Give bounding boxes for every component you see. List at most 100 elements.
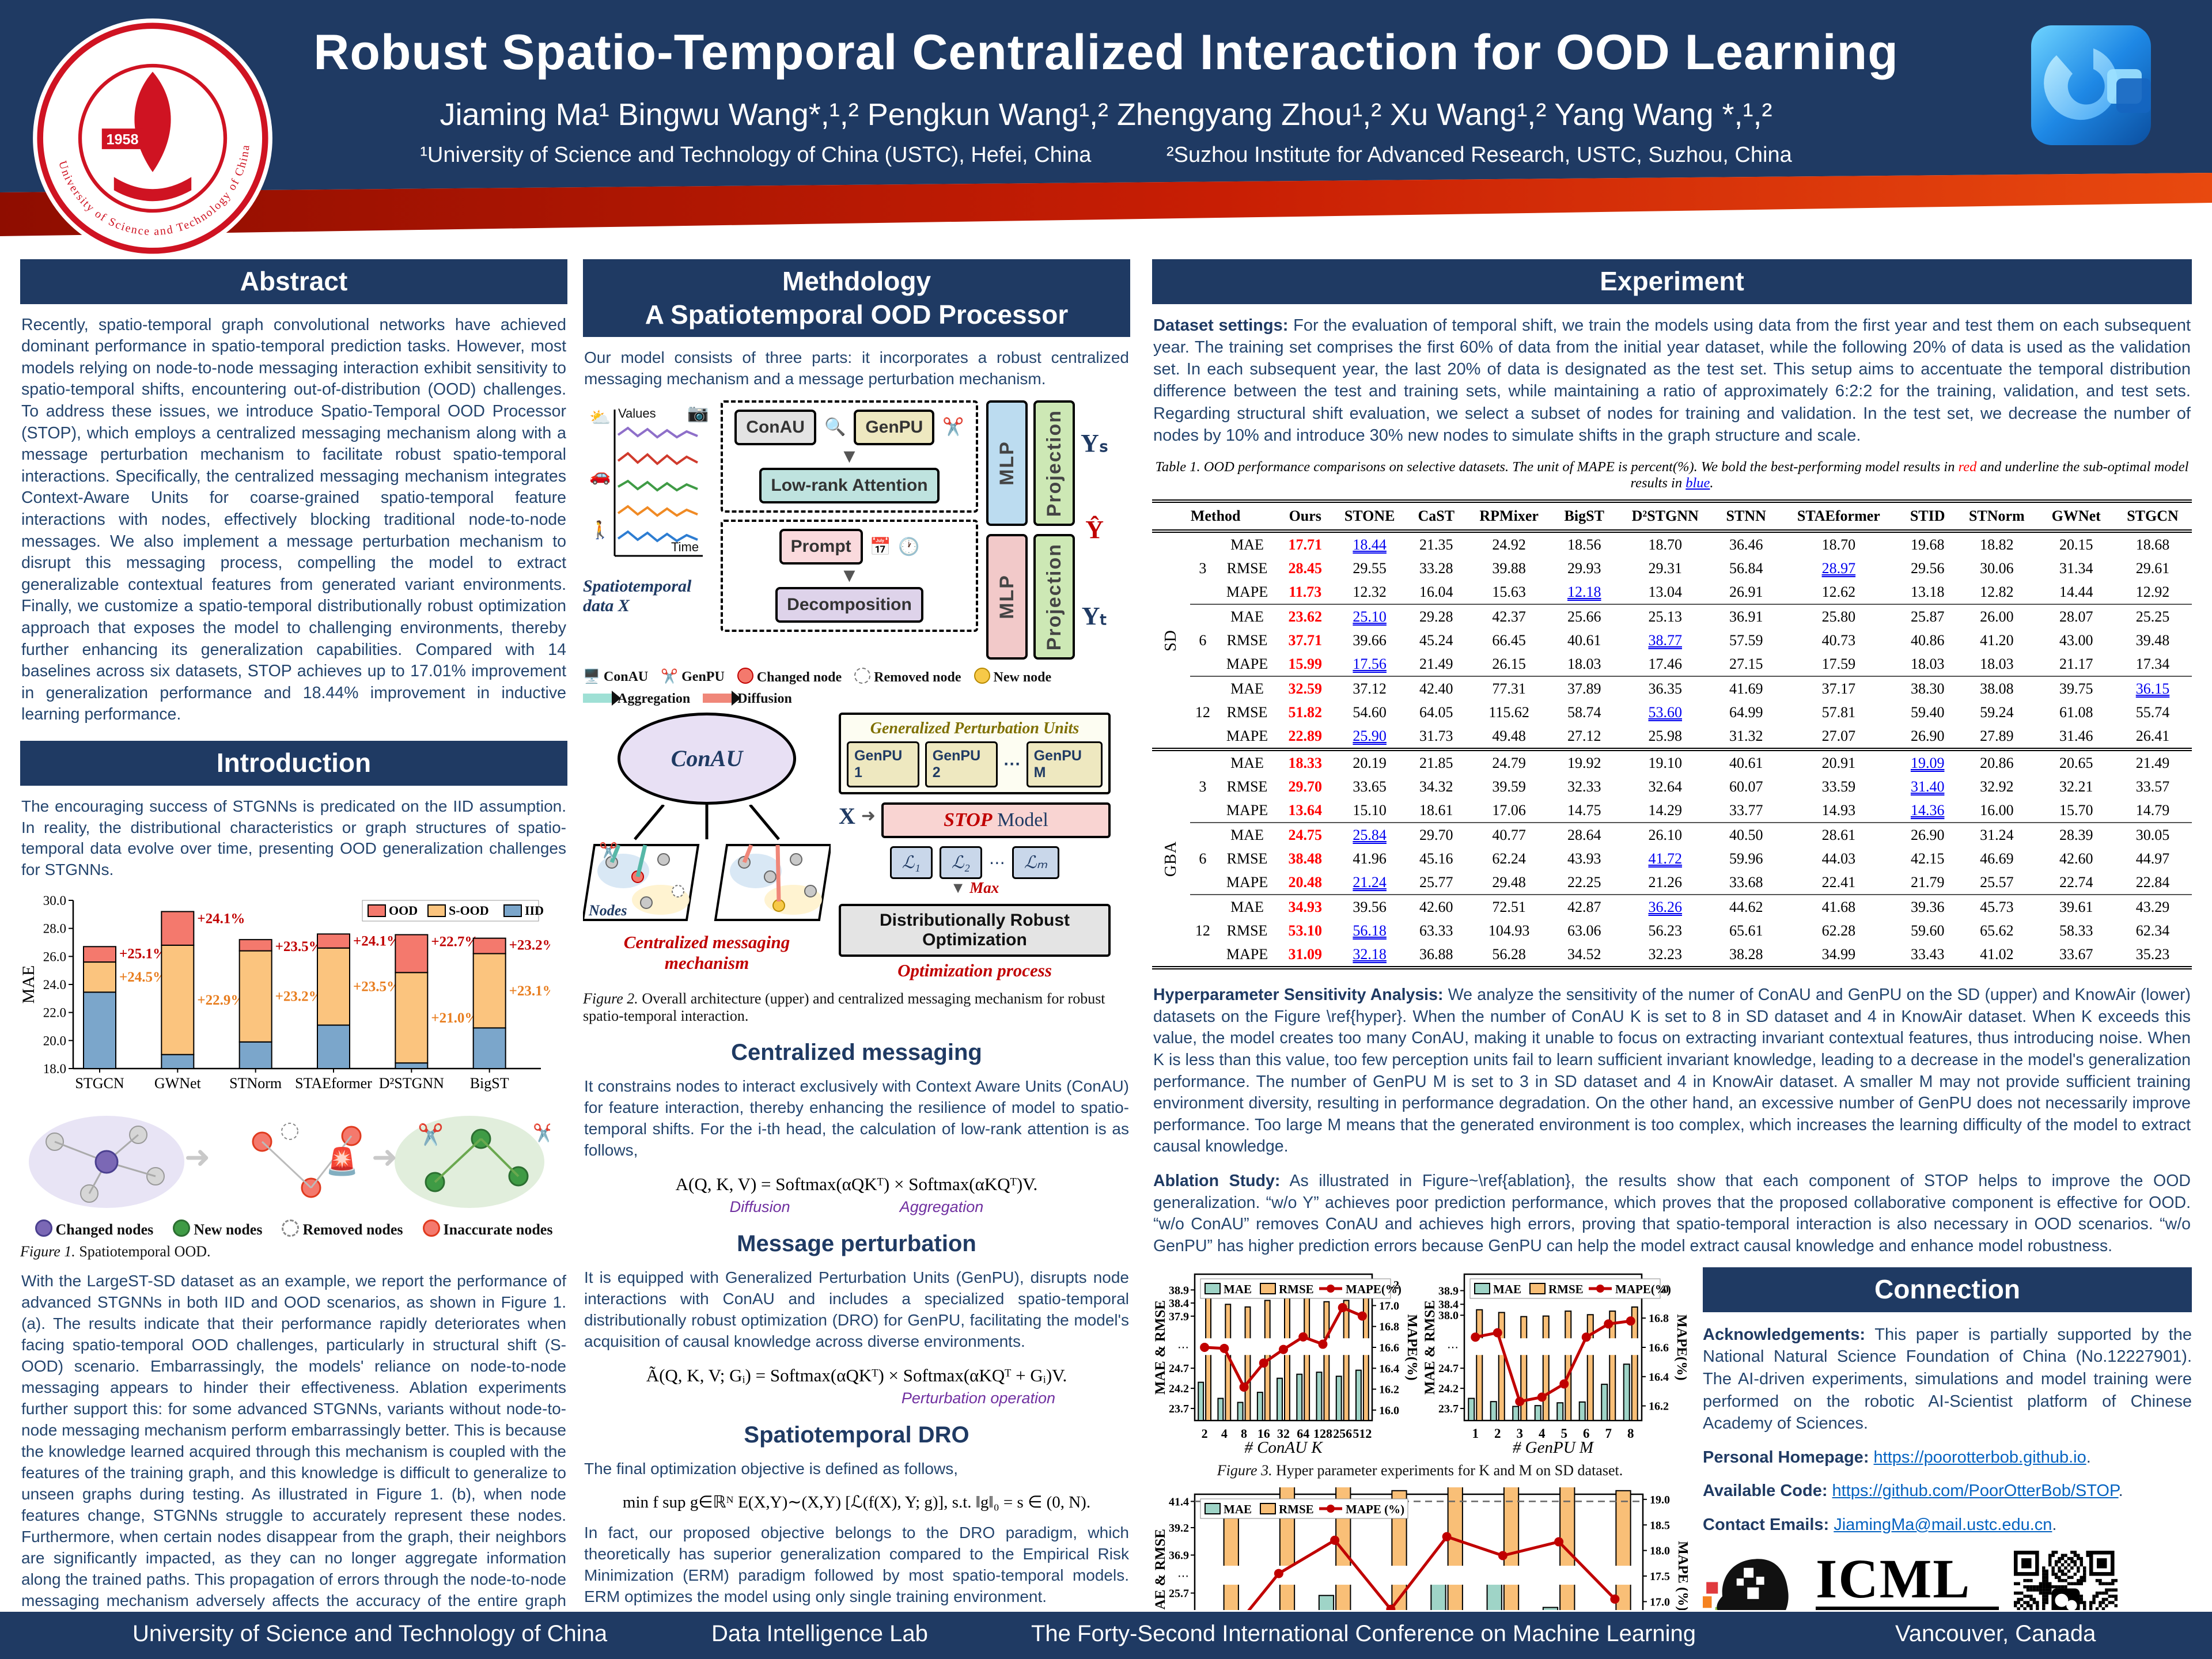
svg-text:41.4: 41.4 <box>1169 1496 1189 1509</box>
metric-value: 26.41 <box>2135 727 2170 744</box>
footer-location: Vancouver, Canada <box>1895 1621 2096 1646</box>
metric-value: 17.59 <box>1821 655 1856 672</box>
metric-value: 29.48 <box>1492 873 1526 891</box>
table-row: RMSE 29.70 33.65 34.32 39.59 32.33 32.64 60.07 3… <box>1152 775 2192 798</box>
fig2-input-block: ⛅ 🚗 🚶 📷 Values Time Spati <box>583 400 713 660</box>
metric-value: 18.03 <box>1980 655 2014 672</box>
metric-value: 32.21 <box>2059 778 2093 795</box>
column-header: STONE <box>1331 501 1408 533</box>
svg-text:GWNet: GWNet <box>154 1075 202 1092</box>
metric-value: 39.48 <box>2135 631 2170 649</box>
metric-value: 25.13 <box>1615 604 1715 629</box>
metric-label: RMSE <box>1226 631 1268 649</box>
fig2-conau-cloud: ConAU <box>618 712 796 805</box>
table-row: MAPE 15.99 17.56 21.49 26.15 18.03 17.46 27.15 1… <box>1152 652 2192 676</box>
svg-text:# GenPU M: # GenPU M <box>1513 1438 1594 1457</box>
metric-value: 24.75 <box>1279 822 1332 847</box>
svg-text:D²STGNN: D²STGNN <box>379 1075 444 1092</box>
fig2-values-label: Values <box>618 406 656 421</box>
metric-value: 42.40 <box>1408 676 1465 701</box>
authors-line: Jiaming Ma¹ Bingwu Wang*,¹,² Pengkun Wan… <box>440 97 1772 132</box>
metric-value: 28.97 <box>1821 559 1856 577</box>
ablation-study: Ablation Study: As illustrated in Figure… <box>1153 1171 2191 1255</box>
scissors-icon: ✂️ <box>942 418 964 437</box>
metric-value: 18.44 <box>1353 536 1387 553</box>
fig2-nodes-panels: Nodes ✂️ <box>583 804 832 921</box>
metric-value: 28.64 <box>1553 822 1615 847</box>
metric-value: 33.59 <box>1821 778 1856 795</box>
metric-label: MAPE <box>1226 655 1268 672</box>
dro-objective-formula: min f sup g∈ℝᴺ E(X,Y)∼(X,Y) [ℒ(f(X), Y; … <box>622 1493 1091 1512</box>
code-link[interactable]: https://github.com/PoorOtterBob/STOP <box>1832 1482 2119 1501</box>
figure2-caption: Figure 2. Overall architecture (upper) a… <box>583 990 1105 1024</box>
fig2-decomposition-box: Decomposition <box>775 587 923 623</box>
metric-value: 40.50 <box>1715 822 1777 847</box>
svg-text:23.7: 23.7 <box>1169 1403 1189 1415</box>
changed-node-icon <box>737 667 753 684</box>
pedestrian-icon: 🚶 <box>589 520 611 540</box>
metric-value: 18.56 <box>1567 536 1601 553</box>
figure3-caption: Figure 3. Hyper parameter experiments fo… <box>1217 1462 1623 1479</box>
svg-text:+23.1%: +23.1% <box>509 983 550 999</box>
metric-value: 59.60 <box>1910 922 1945 939</box>
perturbation-formula: Ã(Q, K, V; Gᵢ) = Softmax(αQKᵀ) × Softmax… <box>646 1365 1067 1385</box>
figure1-chart: 18.0 20.0 22.0 24.0 26.0 28.0 30.0 MAE STGCN +25.… <box>20 890 567 1260</box>
metric-label: MAE <box>1215 822 1279 847</box>
magnifier-icon: 🔍 <box>824 418 846 437</box>
svg-text:24.2: 24.2 <box>1169 1383 1189 1396</box>
spatiotemporal-dro-tail: In fact, our proposed objective belongs … <box>584 1524 1129 1606</box>
fig2-caption-right: Optimization process <box>897 960 1052 980</box>
metric-value: 25.80 <box>1777 604 1901 629</box>
metric-value: 14.75 <box>1567 801 1601 819</box>
metric-label: RMSE <box>1226 922 1268 939</box>
svg-text:MAE: MAE <box>1493 1282 1521 1296</box>
horizon-label: 12 <box>1190 894 1215 968</box>
right-arrow-icon: ➜ <box>861 806 876 826</box>
table-row: 6 MAE 24.75 25.84 29.70 40.77 28.64 26.10 40.50 2… <box>1152 822 2192 895</box>
svg-text:38.9: 38.9 <box>1169 1285 1189 1297</box>
metric-value: 33.57 <box>2135 778 2170 795</box>
metric-value: 66.45 <box>1492 631 1526 649</box>
metric-value: 34.32 <box>1419 778 1453 795</box>
metric-value: 36.91 <box>1715 604 1777 629</box>
metric-value: 45.16 <box>1419 850 1453 867</box>
metric-value: 61.08 <box>2059 703 2093 721</box>
column-experiment: Experiment Dataset settings: For the eva… <box>1152 259 2192 1610</box>
metric-value: 39.66 <box>1353 631 1387 649</box>
metric-value: 20.15 <box>2059 536 2093 553</box>
metric-value: 42.60 <box>2059 850 2093 867</box>
metric-value: 26.15 <box>1492 655 1526 672</box>
available-code: Available Code: https://github.com/PoorO… <box>1703 1482 2123 1501</box>
metric-value: 17.06 <box>1492 801 1526 819</box>
column-methodology: Methdology A Spatiotemporal OOD Processo… <box>583 259 1130 1610</box>
section-introduction-header: Introduction <box>20 741 567 786</box>
metric-value: 21.17 <box>2059 655 2093 672</box>
metric-value: 13.04 <box>1648 583 1682 600</box>
svg-text:1: 1 <box>1472 1426 1479 1441</box>
metric-value: 37.17 <box>1777 676 1901 701</box>
metric-value: 30.06 <box>1980 559 2014 577</box>
metric-value: 53.10 <box>1288 922 1322 939</box>
metric-value: 29.56 <box>1910 559 1945 577</box>
metric-value: 27.15 <box>1729 655 1763 672</box>
metric-value: 40.61 <box>1567 631 1601 649</box>
metric-value: 25.98 <box>1648 727 1682 744</box>
email-link[interactable]: JiamingMa@mail.ustc.edu.cn <box>1834 1515 2052 1534</box>
metric-value: 31.73 <box>1419 727 1453 744</box>
svg-text:16.4: 16.4 <box>1649 1371 1669 1384</box>
personal-homepage: Personal Homepage: https://poorotterbob.… <box>1703 1448 2091 1467</box>
metric-value: 21.26 <box>1648 873 1682 891</box>
homepage-link[interactable]: https://poorotterbob.github.io <box>1873 1448 2086 1467</box>
metric-value: 29.61 <box>2135 559 2170 577</box>
metric-value: 25.84 <box>1331 822 1408 847</box>
table-row: RMSE 53.10 56.18 63.33 104.93 63.06 56.23 65.61… <box>1152 919 2192 942</box>
metric-value: 22.89 <box>1288 727 1322 744</box>
conau-monitor-icon: 🖥️ <box>583 669 600 684</box>
hyperparameter-analysis: Hyperparameter Sensitivity Analysis: We … <box>1153 986 2191 1156</box>
down-arrow-icon: ▼ <box>950 878 966 896</box>
metric-value: 36.88 <box>1419 945 1453 963</box>
weather-icon: ⛅ <box>589 408 611 427</box>
diffusion-arrow-icon <box>703 690 741 706</box>
table-header-row: Method Ours STONE CaST RPMixer BigST D²STGNN ST… <box>1152 501 2192 533</box>
